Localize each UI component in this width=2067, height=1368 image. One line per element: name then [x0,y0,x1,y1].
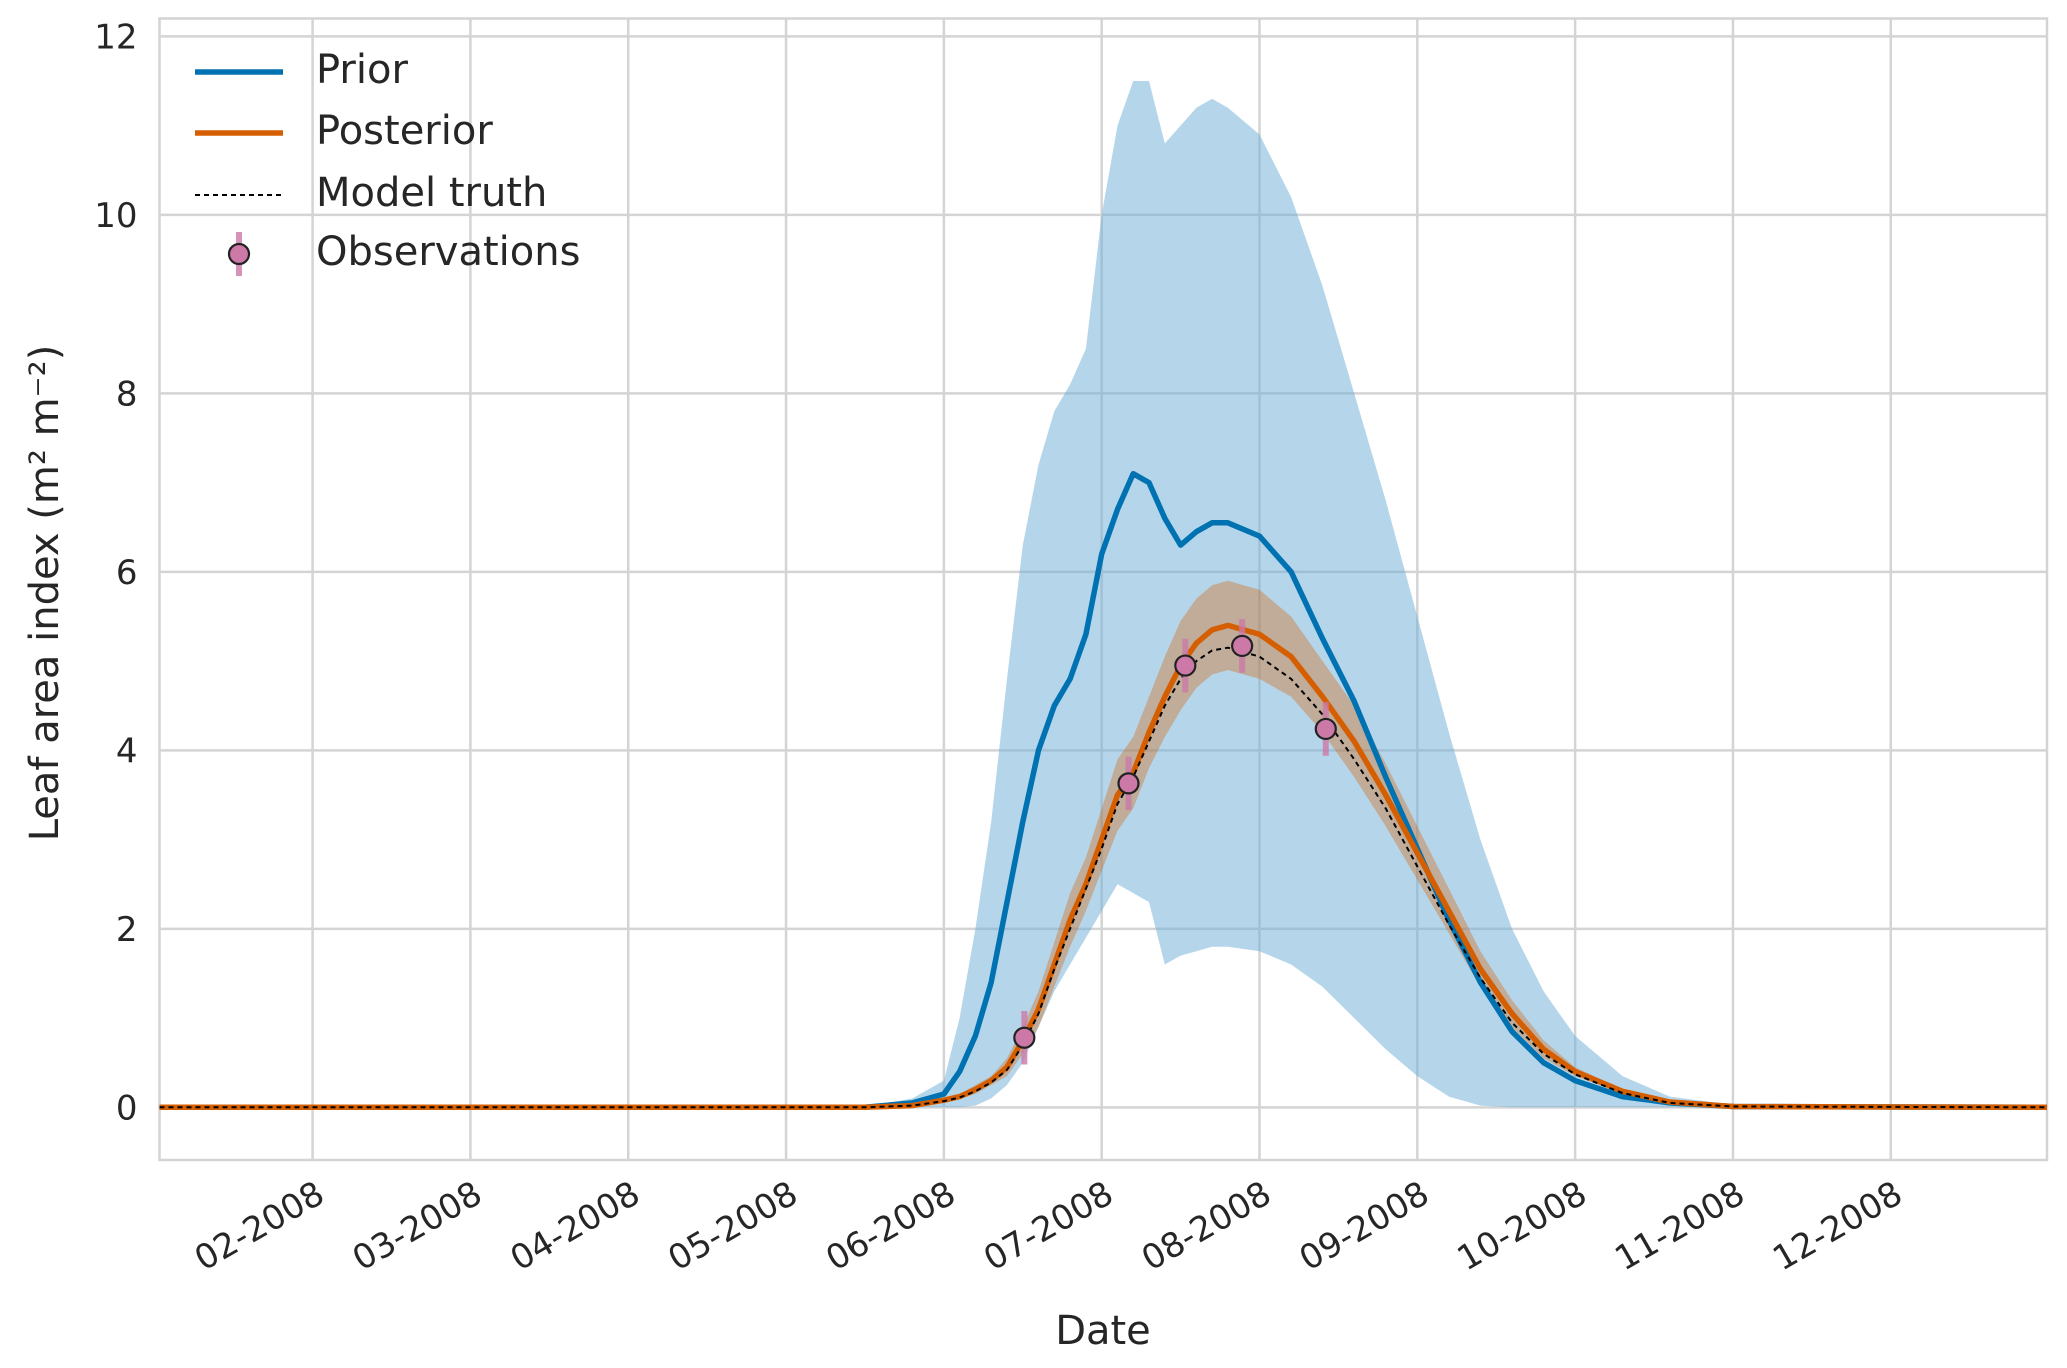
observation-point [1314,717,1337,741]
observation-point [1013,1026,1036,1049]
y-tick-label: 2 [116,910,138,950]
x-tick-label: 05-2008 [662,1174,805,1280]
observation-point [1231,634,1254,658]
observation-point [1117,772,1140,795]
data [159,81,2048,1111]
y-tick-label: 6 [116,553,138,593]
x-tick-label: 04-2008 [504,1174,647,1280]
observation-point [1174,654,1197,677]
y-tick-label: 12 [94,17,137,57]
x-tick-label: 03-2008 [346,1174,489,1280]
legend: Prior Posterior Model truth Observations [195,47,580,276]
legend-marker [227,242,251,266]
x-tick-label: 12-2008 [1766,1174,1909,1280]
x-tick-label: 09-2008 [1293,1174,1436,1280]
x-tick-label: 06-2008 [819,1174,962,1280]
y-axis-label: Leaf area index (m² m⁻²) [22,345,68,842]
y-tick-label: 0 [116,1088,138,1128]
y-tick-label: 10 [94,196,137,236]
y-tick-label: 4 [116,731,138,771]
legend-label: Prior [316,47,408,93]
x-tick-label: 10-2008 [1451,1174,1594,1280]
x-tick-label: 11-2008 [1608,1174,1751,1280]
x-tick-label: 07-2008 [977,1174,1120,1280]
legend-label: Posterior [316,108,493,154]
legend-label: Model truth [316,170,547,216]
y-tick-label: 8 [116,374,138,414]
x-tick-label: 02-2008 [188,1174,331,1280]
x-tick-label: 08-2008 [1135,1174,1278,1280]
legend-label: Observations [316,229,580,275]
x-axis-label: Date [1055,1308,1151,1354]
series-line [159,470,2048,1111]
uncertainty-band [159,81,2047,1108]
